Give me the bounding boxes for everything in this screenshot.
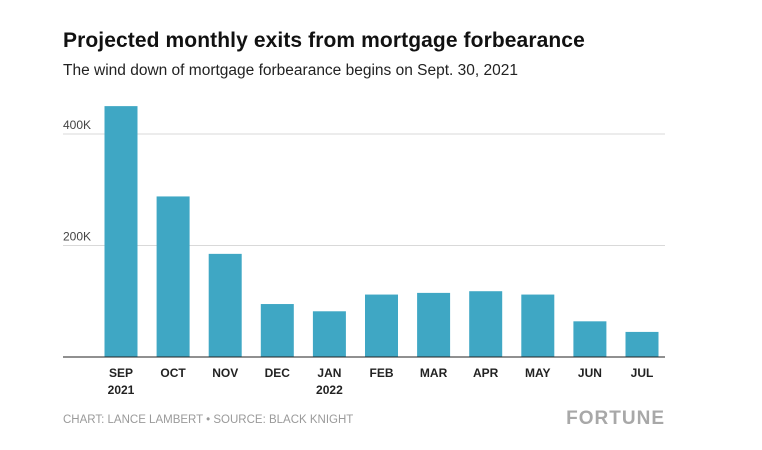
x-tick-label: DEC <box>265 366 291 380</box>
x-tick-label: MAY <box>525 366 551 380</box>
x-tick-label: FEB <box>370 366 394 380</box>
bars <box>104 106 659 357</box>
bar-jun <box>573 321 607 357</box>
x-tick-label: APR <box>473 366 499 380</box>
x-tick-label: JUL <box>631 366 654 380</box>
y-tick-label: 200K <box>63 230 91 244</box>
fortune-logo: FORTUNE <box>566 408 665 429</box>
bar-may <box>521 294 555 357</box>
bar-jul <box>625 331 659 357</box>
category-labels: SEP 2021 OCT NOV DEC JAN 2022 FEB MAR APR MAY JUN JU… <box>108 366 654 397</box>
bar-apr <box>469 291 503 357</box>
chart-title: Projected monthly exits from mortgage fo… <box>63 29 585 52</box>
x-tick-label: NOV <box>212 366 238 380</box>
bar-sep <box>104 106 138 357</box>
bar-jan <box>312 311 346 357</box>
grid-lines: 200K 400K <box>63 118 665 246</box>
bar-feb <box>365 294 398 357</box>
x-tick-label: OCT <box>160 366 186 380</box>
source-credit: CHART: LANCE LAMBERT • SOURCE: BLACK KNI… <box>63 414 354 426</box>
bar-nov <box>208 253 242 357</box>
chart-subtitle: The wind down of mortgage forbearance be… <box>63 62 518 79</box>
x-tick-label: JAN 2022 <box>316 366 343 397</box>
bar-oct <box>156 196 190 357</box>
bar-dec <box>260 304 294 357</box>
x-tick-label: MAR <box>420 366 448 380</box>
bar-mar <box>417 292 451 357</box>
x-tick-label: JUN <box>578 366 602 380</box>
y-tick-label: 400K <box>63 118 91 132</box>
x-tick-label: SEP 2021 <box>108 366 135 397</box>
